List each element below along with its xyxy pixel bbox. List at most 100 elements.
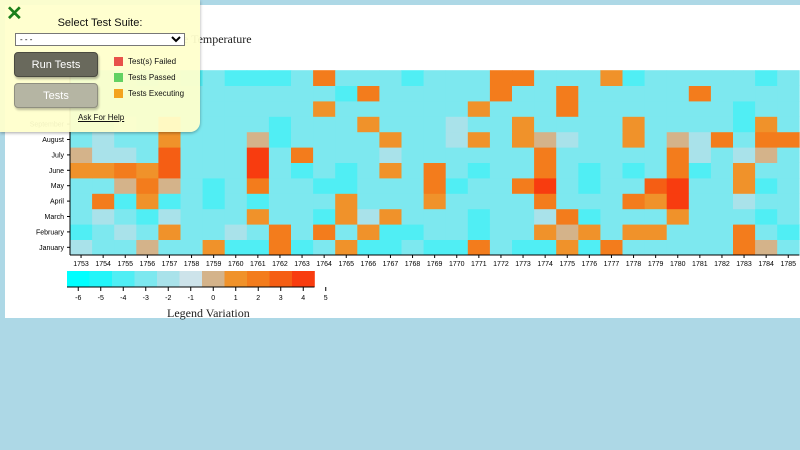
heatmap-cell bbox=[246, 147, 270, 163]
heatmap-cell bbox=[578, 162, 601, 179]
heatmap-cell bbox=[755, 208, 778, 225]
close-icon[interactable]: ✕ bbox=[6, 3, 23, 25]
heatmap-cell bbox=[666, 116, 690, 133]
heatmap-cell bbox=[70, 147, 93, 163]
heatmap-cell bbox=[777, 116, 800, 133]
heatmap-cell bbox=[467, 147, 491, 163]
heatmap-cell bbox=[423, 224, 447, 240]
heatmap-cell bbox=[246, 178, 270, 194]
heatmap-cell bbox=[688, 116, 712, 133]
heatmap-cell bbox=[512, 193, 535, 210]
heatmap-cell bbox=[534, 147, 557, 163]
heatmap-cell bbox=[224, 101, 248, 117]
legend-swatch bbox=[269, 271, 293, 287]
heatmap-cell bbox=[313, 85, 336, 102]
legend-caption: Legend Variation bbox=[167, 306, 250, 320]
heatmap-cell bbox=[666, 193, 690, 210]
heatmap-cell bbox=[246, 131, 270, 148]
heatmap-cell bbox=[114, 162, 137, 179]
x-tick-label: 1761 bbox=[250, 261, 266, 268]
heatmap-cell bbox=[710, 193, 734, 210]
heatmap-cell bbox=[92, 162, 115, 179]
heatmap-cell bbox=[268, 178, 292, 194]
heatmap-cell bbox=[534, 208, 557, 225]
heatmap-cell bbox=[291, 101, 314, 117]
heatmap-cell bbox=[202, 101, 226, 117]
heatmap-cell bbox=[180, 162, 203, 179]
heatmap-cell bbox=[379, 70, 402, 86]
heatmap-cell bbox=[313, 131, 336, 148]
passed-swatch bbox=[114, 73, 123, 82]
heatmap-cell bbox=[313, 178, 336, 194]
heatmap-cell bbox=[357, 85, 380, 102]
heatmap-cell bbox=[224, 85, 248, 102]
heatmap-cell bbox=[70, 239, 93, 256]
heatmap-cell bbox=[445, 131, 469, 148]
heatmap-cell bbox=[158, 131, 181, 148]
x-tick-label: 1784 bbox=[758, 261, 774, 268]
heatmap-cell bbox=[666, 131, 690, 148]
legend-tick-label: -2 bbox=[165, 295, 171, 302]
ask-for-help-link[interactable]: Ask For Help bbox=[78, 113, 125, 122]
heatmap-cell bbox=[578, 101, 601, 117]
legend-tick-label: 2 bbox=[256, 295, 260, 302]
heatmap-cell bbox=[777, 193, 800, 210]
status-passed-label: Tests Passed bbox=[128, 73, 176, 82]
heatmap-cell bbox=[246, 162, 270, 179]
heatmap-cell bbox=[710, 85, 734, 102]
x-tick-label: 1758 bbox=[184, 261, 200, 268]
heatmap-cell bbox=[379, 85, 402, 102]
x-tick-label: 1767 bbox=[383, 261, 399, 268]
heatmap-cell bbox=[445, 208, 469, 225]
legend-tick-label: -6 bbox=[75, 295, 81, 302]
heatmap-cell bbox=[291, 70, 314, 86]
heatmap-cell bbox=[710, 239, 734, 256]
legend-tick-label: 4 bbox=[301, 295, 305, 302]
heatmap-cell bbox=[423, 101, 447, 117]
heatmap-cell bbox=[401, 147, 424, 163]
tests-button[interactable]: Tests bbox=[14, 83, 98, 108]
heatmap-cell bbox=[467, 224, 491, 240]
heatmap-cell bbox=[202, 193, 226, 210]
run-tests-button[interactable]: Run Tests bbox=[14, 52, 98, 77]
heatmap-cell bbox=[202, 178, 226, 194]
heatmap-cell bbox=[666, 101, 690, 117]
heatmap-cell bbox=[136, 224, 159, 240]
heatmap-cell bbox=[644, 239, 668, 256]
heatmap-cell bbox=[710, 208, 734, 225]
heatmap-cell bbox=[600, 85, 623, 102]
legend-tick-label: 0 bbox=[211, 295, 215, 302]
heatmap-cell bbox=[600, 239, 623, 256]
heatmap-cell bbox=[401, 131, 424, 148]
heatmap-cell bbox=[423, 70, 447, 86]
heatmap-cell bbox=[357, 116, 380, 133]
heatmap-cell bbox=[445, 178, 469, 194]
heatmap-cell bbox=[777, 147, 800, 163]
x-tick-label: 1766 bbox=[361, 261, 377, 268]
heatmap-cell bbox=[158, 178, 181, 194]
heatmap-cell bbox=[291, 131, 314, 148]
heatmap-cell bbox=[70, 178, 93, 194]
heatmap-cell bbox=[622, 147, 645, 163]
heatmap-cell bbox=[357, 70, 380, 86]
heatmap-cell bbox=[291, 208, 314, 225]
heatmap-cell bbox=[379, 131, 402, 148]
heatmap-cell bbox=[556, 70, 579, 86]
heatmap-cell bbox=[423, 239, 447, 256]
x-tick-label: 1779 bbox=[648, 261, 664, 268]
heatmap-cell bbox=[136, 208, 159, 225]
heatmap-cell bbox=[224, 178, 248, 194]
test-suite-select[interactable]: - - - bbox=[15, 33, 185, 46]
heatmap-cell bbox=[688, 70, 712, 86]
legend-tick-label: 5 bbox=[324, 295, 328, 302]
heatmap-cell bbox=[600, 147, 623, 163]
heatmap-cell bbox=[534, 131, 557, 148]
heatmap-cell bbox=[467, 70, 491, 86]
heatmap-cell bbox=[268, 224, 292, 240]
heatmap-cell bbox=[313, 147, 336, 163]
heatmap-cell bbox=[556, 147, 579, 163]
heatmap-cell bbox=[202, 239, 226, 256]
heatmap-cell bbox=[666, 147, 690, 163]
heatmap-cell bbox=[489, 193, 513, 210]
heatmap-cell bbox=[313, 224, 336, 240]
